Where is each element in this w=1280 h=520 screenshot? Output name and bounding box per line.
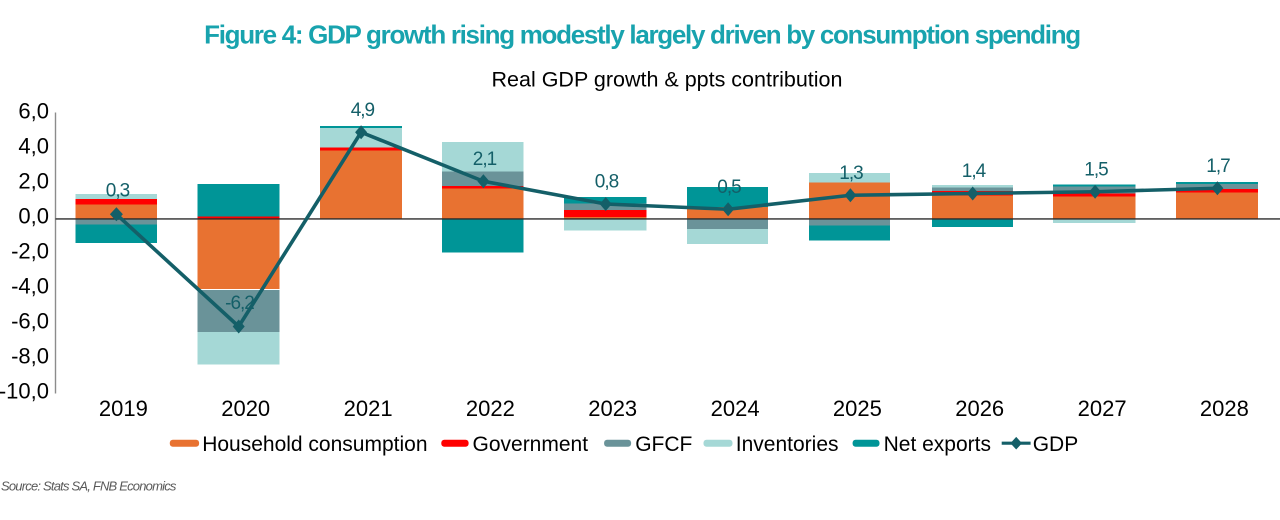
svg-text:-2,0: -2,0 <box>11 239 49 264</box>
svg-text:1,4: 1,4 <box>962 161 987 182</box>
svg-text:2026: 2026 <box>955 396 1004 421</box>
svg-text:0,0: 0,0 <box>18 204 49 229</box>
svg-text:2028: 2028 <box>1200 396 1249 421</box>
svg-text:-4,0: -4,0 <box>11 274 49 299</box>
svg-text:Figure 4: GDP growth rising mo: Figure 4: GDP growth rising modestly lar… <box>204 20 1080 50</box>
svg-text:Source: Stats SA, FNB Economic: Source: Stats SA, FNB Economics <box>1 479 177 494</box>
svg-text:2021: 2021 <box>344 396 393 421</box>
svg-text:1,5: 1,5 <box>1084 159 1108 180</box>
svg-text:Real GDP growth & ppts contrib: Real GDP growth & ppts contribution <box>492 68 843 92</box>
svg-text:2020: 2020 <box>221 396 270 421</box>
svg-text:0,3: 0,3 <box>106 180 130 201</box>
svg-text:GDP: GDP <box>1033 433 1079 456</box>
svg-text:1,7: 1,7 <box>1206 156 1230 177</box>
svg-text:Government: Government <box>473 433 589 456</box>
svg-text:2024: 2024 <box>711 396 760 421</box>
svg-text:-10,0: -10,0 <box>0 379 49 404</box>
svg-text:4,9: 4,9 <box>351 100 375 121</box>
svg-text:6,0: 6,0 <box>18 99 49 124</box>
svg-text:GFCF: GFCF <box>635 433 692 456</box>
svg-text:4,0: 4,0 <box>18 134 49 159</box>
svg-text:2019: 2019 <box>99 396 148 421</box>
svg-text:2025: 2025 <box>833 396 882 421</box>
svg-text:0,8: 0,8 <box>595 172 619 193</box>
svg-text:1,3: 1,3 <box>839 163 863 184</box>
svg-text:-6,0: -6,0 <box>11 309 49 334</box>
svg-text:Inventories: Inventories <box>736 433 839 456</box>
svg-text:Household consumption: Household consumption <box>202 433 427 456</box>
svg-text:2022: 2022 <box>466 396 515 421</box>
svg-text:2027: 2027 <box>1078 396 1127 421</box>
svg-text:2,0: 2,0 <box>18 169 49 194</box>
svg-text:0,5: 0,5 <box>717 177 741 198</box>
svg-text:2,1: 2,1 <box>473 149 497 170</box>
svg-text:Net exports: Net exports <box>884 433 991 456</box>
svg-text:-8,0: -8,0 <box>11 344 49 369</box>
svg-text:-6,2: -6,2 <box>225 293 254 314</box>
svg-text:2023: 2023 <box>588 396 637 421</box>
